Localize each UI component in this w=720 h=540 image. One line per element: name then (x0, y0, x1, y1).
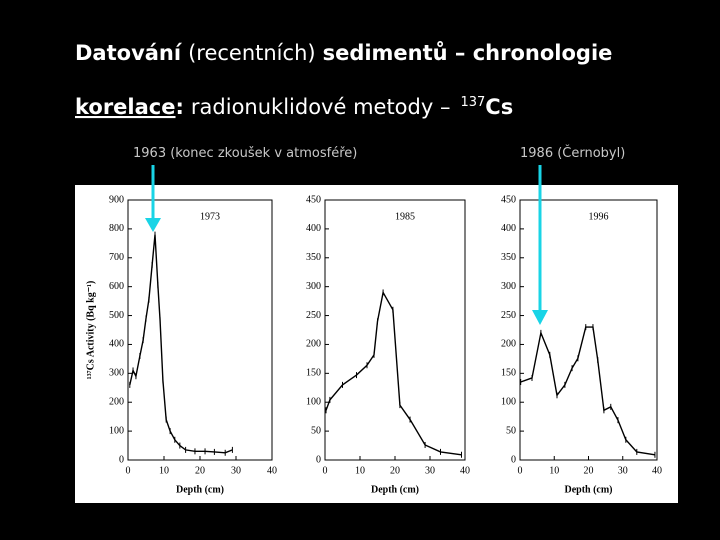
y-tick-label: 300 (306, 281, 321, 292)
annotation: 1986 (Černobyl) (520, 145, 625, 161)
title-part: (recentních) (188, 41, 316, 65)
x-tick-label: 0 (323, 465, 328, 476)
y-tick-label: 500 (109, 310, 124, 321)
x-axis-label: Depth (cm) (176, 484, 224, 495)
y-tick-label: 450 (306, 194, 321, 205)
subtitle-part: korelace (75, 95, 176, 119)
y-tick-label: 450 (501, 194, 516, 205)
x-tick-label: 0 (126, 465, 131, 476)
y-tick-label: 250 (501, 310, 516, 321)
y-tick-label: 400 (501, 223, 516, 234)
x-tick-label: 20 (390, 465, 400, 476)
y-tick-label: 300 (501, 281, 516, 292)
arrow (532, 165, 548, 325)
data-line (325, 290, 462, 456)
y-tick-label: 350 (306, 252, 321, 263)
y-tick-label: 400 (306, 223, 321, 234)
arrow (145, 165, 161, 232)
chart-title: 1973 (200, 211, 220, 222)
x-tick-label: 40 (267, 465, 277, 476)
subtitle-part: radionuklidové metody – (191, 95, 451, 119)
y-tick-label: 100 (109, 425, 124, 436)
y-tick-label: 200 (501, 339, 516, 350)
slide-subtitle: korelace: radionuklidové metody – 137Cs (75, 95, 513, 119)
y-tick-label: 200 (109, 397, 124, 408)
y-tick-label: 350 (501, 252, 516, 263)
x-axis-label: Depth (cm) (371, 484, 419, 495)
y-axis-label: ¹³⁷Cs Activity (Bq kg⁻¹) (85, 281, 96, 380)
x-tick-label: 10 (355, 465, 365, 476)
y-tick-label: 700 (109, 252, 124, 263)
y-tick-label: 200 (306, 339, 321, 350)
y-tick-label: 150 (306, 368, 321, 379)
subtitle-part: Cs (485, 95, 513, 119)
x-tick-label: 10 (159, 465, 169, 476)
x-tick-label: 0 (518, 465, 523, 476)
x-tick-label: 40 (460, 465, 470, 476)
y-tick-label: 0 (316, 454, 321, 465)
x-tick-label: 30 (618, 465, 628, 476)
figure-panel (75, 185, 678, 503)
title-part: sedimentů – chronologie (323, 41, 613, 65)
y-tick-label: 100 (501, 397, 516, 408)
y-tick-label: 50 (506, 425, 516, 436)
x-tick-label: 20 (584, 465, 594, 476)
chart-title: 1996 (589, 211, 609, 222)
x-tick-label: 20 (195, 465, 205, 476)
title-part: Datování (75, 41, 183, 65)
x-tick-label: 30 (425, 465, 435, 476)
data-line (129, 234, 233, 454)
x-tick-label: 40 (652, 465, 662, 476)
x-axis-label: Depth (cm) (564, 484, 612, 495)
subtitle-part: : (176, 95, 184, 119)
y-tick-label: 400 (109, 339, 124, 350)
y-tick-label: 0 (511, 454, 516, 465)
y-tick-label: 900 (109, 194, 124, 205)
y-tick-label: 100 (306, 397, 321, 408)
y-tick-label: 300 (109, 368, 124, 379)
x-tick-label: 30 (231, 465, 241, 476)
y-tick-label: 600 (109, 281, 124, 292)
subtitle-part: 137 (460, 95, 485, 110)
y-tick-label: 150 (501, 368, 516, 379)
slide-title: Datování (recentních) sedimentů – chronolo… (75, 41, 612, 65)
chart-title: 1985 (395, 211, 415, 222)
y-tick-label: 50 (311, 425, 321, 436)
y-tick-label: 0 (119, 454, 124, 465)
y-tick-label: 250 (306, 310, 321, 321)
y-tick-label: 800 (109, 223, 124, 234)
annotation: 1963 (konec zkoušek v atmosféře) (133, 146, 357, 161)
x-tick-label: 10 (549, 465, 559, 476)
